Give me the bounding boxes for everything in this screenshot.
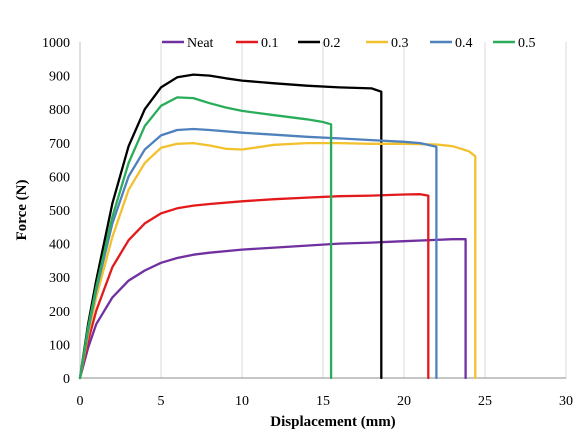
series-line-0.1 bbox=[78, 193, 430, 380]
x-tick-label: 0 bbox=[77, 394, 84, 409]
axes bbox=[79, 42, 566, 379]
x-tick-label: 10 bbox=[235, 394, 249, 409]
legend-label-0.1: 0.1 bbox=[261, 36, 279, 51]
y-tick-label: 900 bbox=[49, 70, 70, 85]
series-line-0.2 bbox=[78, 73, 383, 380]
x-tick-label: 20 bbox=[397, 394, 411, 409]
x-tick-label: 5 bbox=[158, 394, 165, 409]
y-tick-label: 700 bbox=[49, 137, 70, 152]
y-tick-label: 200 bbox=[49, 305, 70, 320]
legend-label-Neat: Neat bbox=[187, 36, 214, 51]
x-tick-label: 25 bbox=[478, 394, 492, 409]
legend-label-0.2: 0.2 bbox=[323, 36, 341, 51]
y-tick-label: 800 bbox=[49, 103, 70, 118]
y-tick-label: 300 bbox=[49, 271, 70, 286]
series-line-0.5 bbox=[78, 96, 333, 380]
y-tick-label: 100 bbox=[49, 338, 70, 353]
x-axis-title: Displacement (mm) bbox=[270, 414, 395, 430]
legend-label-0.5: 0.5 bbox=[518, 36, 536, 51]
series-line-0.3 bbox=[78, 141, 477, 380]
tick-labels: 0 100 200 300 400 500 600 700 800 900 1000 0 5 10 15 20… bbox=[42, 36, 573, 409]
legend-label-0.4: 0.4 bbox=[455, 36, 473, 51]
y-axis-title: Force (N) bbox=[14, 180, 30, 241]
y-tick-label: 400 bbox=[49, 238, 70, 253]
x-tick-label: 30 bbox=[559, 394, 573, 409]
y-tick-label: 600 bbox=[49, 170, 70, 185]
y-tick-label: 1000 bbox=[42, 36, 70, 51]
grid-lines bbox=[160, 42, 567, 378]
series-line-0.4 bbox=[78, 127, 438, 380]
series-lines bbox=[78, 73, 477, 380]
legend-label-0.3: 0.3 bbox=[391, 36, 409, 51]
series-line-Neat bbox=[78, 238, 467, 380]
y-tick-label: 500 bbox=[49, 204, 70, 219]
x-tick-label: 15 bbox=[316, 394, 330, 409]
y-tick-label: 0 bbox=[63, 372, 70, 387]
legend: Neat 0.1 0.2 0.3 0.4 0.5 bbox=[162, 36, 536, 51]
